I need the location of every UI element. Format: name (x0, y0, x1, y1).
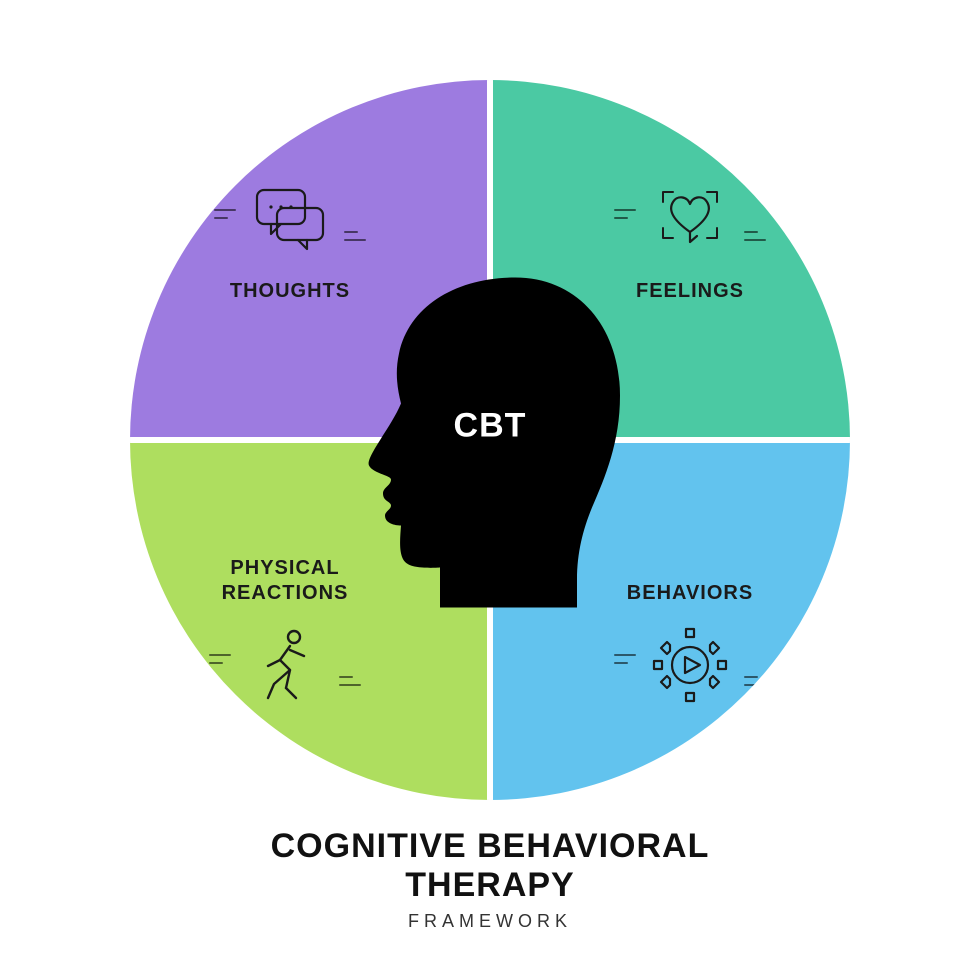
title-main: COGNITIVE BEHAVIORAL THERAPY (245, 827, 735, 905)
speech-bubbles-icon (220, 175, 360, 265)
quadrant-thoughts-content: THOUGHTS (220, 175, 360, 304)
quadrant-feelings-label: FEELINGS (636, 279, 744, 304)
title-sub: FRAMEWORK (245, 911, 735, 932)
quadrant-behaviors-label: BEHAVIORS (627, 581, 753, 606)
center-label: CBT (454, 406, 527, 445)
running-person-icon (215, 620, 355, 710)
gear-play-icon (620, 620, 760, 710)
heart-icon (620, 175, 760, 265)
quadrant-thoughts-label: THOUGHTS (230, 279, 350, 304)
title-block: COGNITIVE BEHAVIORAL THERAPY FRAMEWORK (245, 827, 735, 932)
quadrant-physical-label: PHYSICAL REACTIONS (222, 556, 349, 606)
cbt-quadrant-diagram: THOUGHTS FEELINGS PHYSICAL REACTIONS (130, 80, 850, 800)
quadrant-physical-content: PHYSICAL REACTIONS (215, 556, 355, 710)
quadrant-feelings-content: FEELINGS (620, 175, 760, 304)
quadrant-behaviors-content: BEHAVIORS (620, 581, 760, 710)
